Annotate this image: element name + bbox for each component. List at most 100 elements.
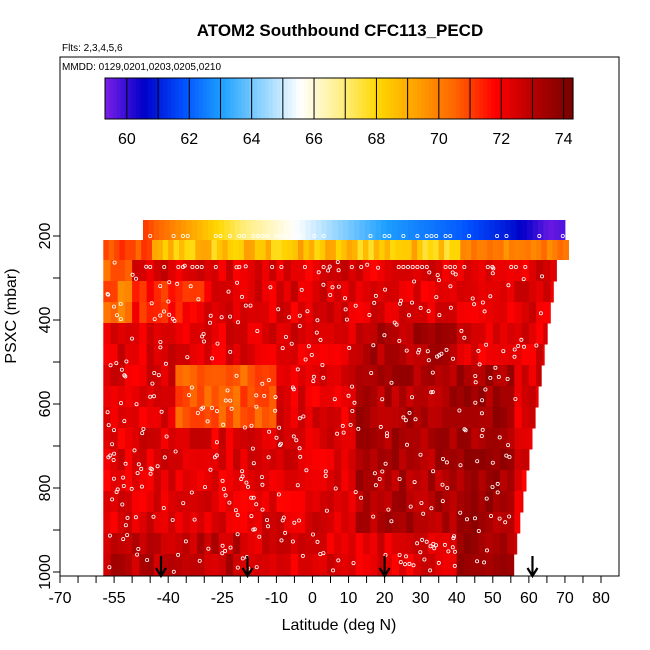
heatmap-cell	[262, 281, 270, 303]
sample-point	[418, 452, 423, 457]
heatmap-cell	[211, 491, 220, 513]
heatmap-cell	[132, 386, 140, 408]
colorbar-segment	[159, 78, 165, 119]
colorbar-segment	[354, 78, 360, 119]
heatmap-cell	[247, 323, 256, 345]
heatmap-cell	[211, 323, 220, 345]
heatmap-cell	[384, 240, 391, 260]
sample-point	[105, 291, 110, 296]
sample-point	[377, 476, 382, 481]
heatmap-cell	[103, 386, 111, 408]
heatmap-cell	[492, 470, 501, 492]
heatmap-cell	[536, 260, 544, 282]
heatmap-cell	[399, 386, 407, 408]
sample-point	[350, 408, 355, 413]
colorbar-segment	[440, 78, 445, 119]
colorbar: 60 62 64 66 68 70 72 74	[104, 77, 574, 148]
sample-point	[108, 363, 113, 368]
sample-point	[403, 418, 408, 423]
colorbar-segment	[389, 78, 395, 119]
heatmap-cell	[391, 470, 400, 492]
heatmap-cell	[211, 344, 220, 366]
sample-point	[475, 559, 480, 564]
sample-point	[488, 294, 493, 299]
heatmap-cell	[326, 449, 335, 471]
colorbar-segment	[475, 78, 480, 119]
heatmap-cell	[471, 281, 479, 303]
heatmap-cell	[485, 428, 494, 450]
sample-point	[242, 425, 247, 430]
sample-point	[314, 330, 319, 335]
heatmap-cell	[218, 302, 227, 324]
heatmap-cell	[139, 512, 147, 534]
heatmap-cell	[132, 281, 140, 303]
heatmap-cell	[492, 533, 501, 555]
heatmap-cell	[521, 323, 530, 345]
heatmap-cell	[146, 512, 155, 534]
heatmap-cell	[161, 386, 169, 408]
colorbar-segment	[222, 78, 227, 119]
sample-point	[386, 507, 391, 512]
colorbar-tick-label: 60	[118, 131, 136, 148]
heatmap-cell	[262, 344, 270, 366]
sample-point	[410, 264, 415, 269]
colorbar-segment	[444, 78, 449, 119]
heatmap-cell	[213, 220, 220, 240]
sample-point	[106, 455, 111, 460]
heatmap-cell	[305, 260, 313, 282]
colorbar-segment	[194, 78, 200, 119]
heatmap-cell	[485, 260, 494, 282]
heatmap-cell	[262, 512, 270, 534]
heatmap-cell	[334, 512, 342, 534]
heatmap-cell	[384, 281, 393, 303]
sample-point	[458, 463, 463, 468]
heatmap-cell	[267, 220, 274, 240]
heatmap-cell	[168, 365, 176, 387]
heatmap-cell	[456, 554, 465, 576]
colorbar-segment	[358, 78, 363, 119]
sample-point	[415, 233, 420, 238]
heatmap-cell	[341, 533, 349, 555]
colorbar-segment	[335, 78, 340, 119]
sample-point	[382, 233, 387, 238]
heatmap-cell	[283, 470, 292, 492]
heatmap-cell	[240, 365, 248, 387]
heatmap-cell	[117, 302, 126, 324]
sample-point	[173, 449, 178, 454]
heatmap-cell	[276, 491, 285, 513]
sample-point	[199, 264, 204, 269]
colorbar-segment	[491, 78, 496, 119]
sample-point	[274, 435, 279, 440]
colorbar-segment	[346, 78, 352, 119]
heatmap-cell	[168, 470, 176, 492]
sample-point	[152, 317, 157, 322]
heatmap-cell	[355, 365, 364, 387]
heatmap-cell	[319, 344, 328, 366]
heatmap-cell	[233, 470, 241, 492]
heatmap-cell	[440, 220, 447, 240]
heatmap-cell	[399, 302, 407, 324]
heatmap-cell	[509, 240, 515, 260]
sample-point	[250, 446, 255, 451]
colorbar-segment	[214, 78, 219, 119]
y-tick-label: 400	[37, 307, 54, 334]
sample-point	[463, 428, 468, 433]
sample-point	[422, 557, 427, 562]
heatmap-cell	[536, 240, 542, 260]
heatmap-cell	[197, 428, 205, 450]
heatmap-cell	[240, 220, 247, 240]
heatmap-cell	[370, 260, 378, 282]
heatmap-cell	[442, 449, 450, 471]
heatmap-cell	[373, 240, 380, 260]
heatmap-cell	[132, 533, 140, 555]
sample-point	[297, 416, 302, 421]
heatmap-cell	[161, 344, 169, 366]
sample-point	[122, 419, 127, 424]
sample-point	[268, 285, 273, 290]
sample-point	[167, 312, 172, 317]
sample-point	[181, 501, 186, 506]
heatmap-cell	[390, 240, 396, 260]
heatmap-cell	[384, 260, 393, 282]
heatmap-cell	[254, 449, 263, 471]
